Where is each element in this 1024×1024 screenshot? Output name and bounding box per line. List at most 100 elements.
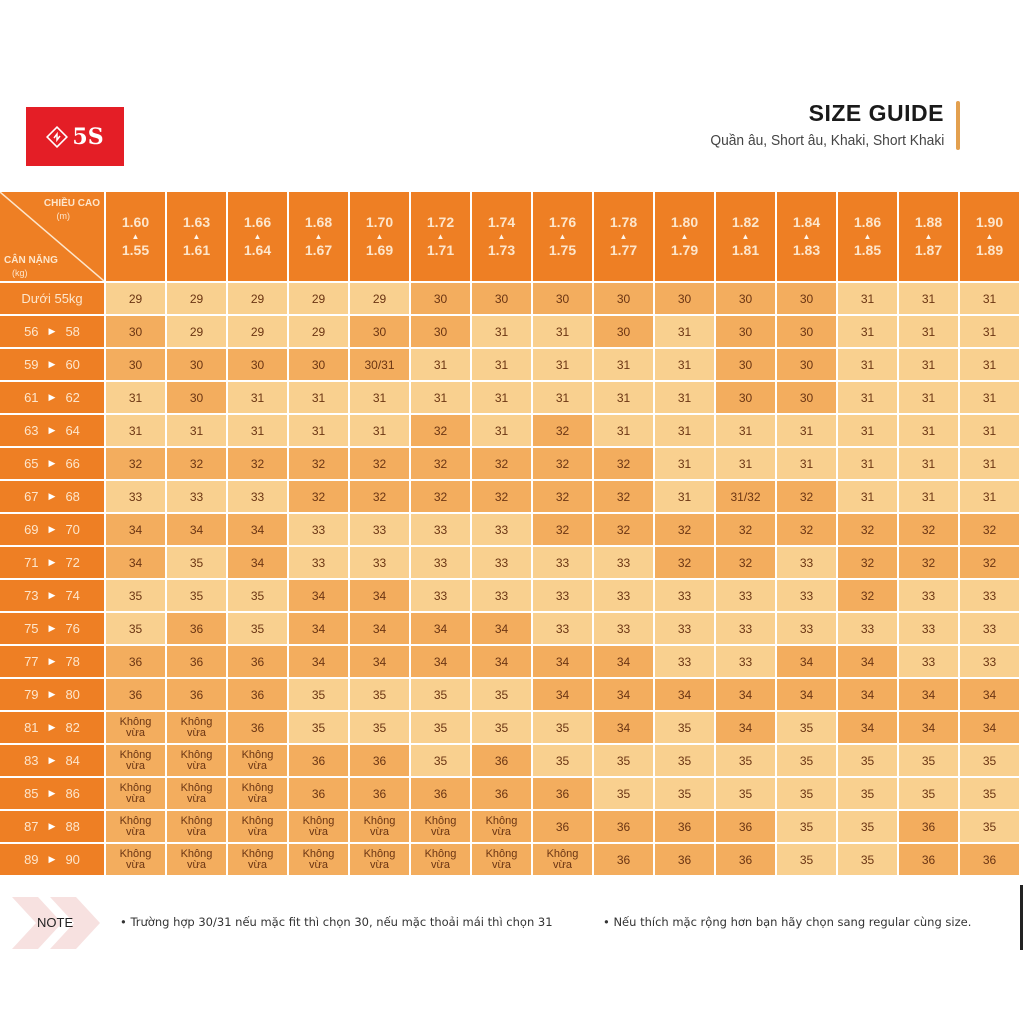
size-cell: 32 [716, 547, 775, 578]
height-min: 1.69 [365, 242, 394, 258]
size-cell: 32 [838, 547, 897, 578]
size-cell: 36 [167, 613, 226, 644]
right-arrow-icon: ▶ [48, 788, 56, 798]
size-cell: 32 [472, 448, 531, 479]
size-cell: 35 [777, 811, 836, 842]
size-cell: Không vừa [411, 811, 470, 842]
page-title: SIZE GUIDE [808, 100, 944, 126]
weight-from: 79 [24, 687, 39, 702]
size-cell: 36 [655, 844, 714, 875]
size-cell: 31 [838, 349, 897, 380]
size-cell: 32 [716, 514, 775, 545]
weight-to: 58 [65, 324, 80, 339]
size-cell: 31 [655, 448, 714, 479]
size-cell: 32 [228, 448, 287, 479]
weight-row-label: Dưới 55kg [0, 283, 104, 314]
size-cell: 35 [411, 745, 470, 776]
size-cell: 34 [411, 646, 470, 677]
size-cell: 36 [289, 745, 348, 776]
size-cell: 32 [533, 481, 592, 512]
size-cell: 35 [411, 712, 470, 743]
size-cell: 31 [838, 415, 897, 446]
size-cell: 34 [594, 646, 653, 677]
size-cell: 36 [594, 844, 653, 875]
size-cell: 30 [777, 316, 836, 347]
size-cell: 34 [472, 613, 531, 644]
weight-from: 81 [24, 720, 39, 735]
height-column-header: 1.60 ▲ 1.55 [106, 192, 165, 281]
height-column-header: 1.78 ▲ 1.77 [594, 192, 653, 281]
size-cell: 34 [960, 712, 1019, 743]
size-cell: 29 [350, 283, 409, 314]
size-cell: 31 [350, 382, 409, 413]
size-cell: 34 [106, 514, 165, 545]
size-cell: 31 [777, 415, 836, 446]
height-max: 1.86 [853, 214, 882, 230]
size-cell: 36 [228, 646, 287, 677]
size-cell: 31 [411, 382, 470, 413]
weight-to: 70 [65, 522, 80, 537]
table-row: 89 ▶ 90 Không vừa Không vừa Không vừa Không vừ… [0, 844, 1019, 875]
height-column-header: 1.66 ▲ 1.64 [228, 192, 287, 281]
size-cell: 33 [106, 481, 165, 512]
size-cell: 36 [716, 844, 775, 875]
height-max: 1.80 [670, 214, 699, 230]
weight-to: 62 [65, 390, 80, 405]
table-row: 79 ▶ 80 36 36 36 35 35 35 35 34 34 34 34 34 34 34 34 [0, 679, 1019, 710]
height-min: 1.71 [426, 242, 455, 258]
weight-to: 60 [65, 357, 80, 372]
weight-from: 63 [24, 423, 39, 438]
weight-row-label: 56 ▶ 58 [0, 316, 104, 347]
size-cell: 30 [716, 316, 775, 347]
height-column-header: 1.88 ▲ 1.87 [899, 192, 958, 281]
weight-unit: (kg) [12, 268, 28, 278]
height-min: 1.64 [243, 242, 272, 258]
height-max: 1.60 [121, 214, 150, 230]
size-cell: 35 [289, 712, 348, 743]
size-cell: 33 [777, 613, 836, 644]
size-cell: 35 [777, 712, 836, 743]
height-max: 1.88 [914, 214, 943, 230]
size-cell: Không vừa [228, 844, 287, 875]
height-column-header: 1.72 ▲ 1.71 [411, 192, 470, 281]
up-arrow-icon: ▲ [436, 232, 445, 241]
weight-from: 87 [24, 819, 39, 834]
size-cell: 32 [167, 448, 226, 479]
weight-from: 89 [24, 852, 39, 867]
weight-to: 74 [65, 588, 80, 603]
size-cell: 35 [533, 712, 592, 743]
size-cell: 30 [716, 349, 775, 380]
size-cell: 34 [228, 547, 287, 578]
size-cell: 33 [289, 547, 348, 578]
size-cell: 34 [106, 547, 165, 578]
height-max: 1.82 [731, 214, 760, 230]
size-cell: 34 [533, 646, 592, 677]
size-cell: 33 [594, 547, 653, 578]
size-cell: 33 [716, 580, 775, 611]
up-arrow-icon: ▲ [314, 232, 323, 241]
size-cell: 35 [167, 580, 226, 611]
weight-row-label: 59 ▶ 60 [0, 349, 104, 380]
size-cell: 34 [289, 646, 348, 677]
size-cell: 31 [594, 382, 653, 413]
size-cell: 35 [350, 712, 409, 743]
size-cell: 33 [411, 580, 470, 611]
weight-to: 90 [65, 852, 80, 867]
size-cell: 35 [533, 745, 592, 776]
size-cell: 32 [899, 514, 958, 545]
size-cell: 30 [777, 349, 836, 380]
double-chevron-icon [12, 897, 100, 949]
height-min: 1.79 [670, 242, 699, 258]
size-cell: 32 [350, 481, 409, 512]
size-cell: 32 [777, 514, 836, 545]
size-cell: 31 [228, 415, 287, 446]
size-table: CHIỀU CAO (m) CÂN NẶNG (kg) 1.60 ▲ 1.55 1.6… [0, 192, 1024, 877]
right-arrow-icon: ▶ [48, 821, 56, 831]
size-cell: 31 [472, 349, 531, 380]
size-cell: 33 [533, 613, 592, 644]
size-cell: Không vừa [106, 745, 165, 776]
height-max: 1.70 [365, 214, 394, 230]
size-cell: 33 [350, 514, 409, 545]
size-cell: 35 [228, 580, 287, 611]
size-cell: 34 [716, 712, 775, 743]
